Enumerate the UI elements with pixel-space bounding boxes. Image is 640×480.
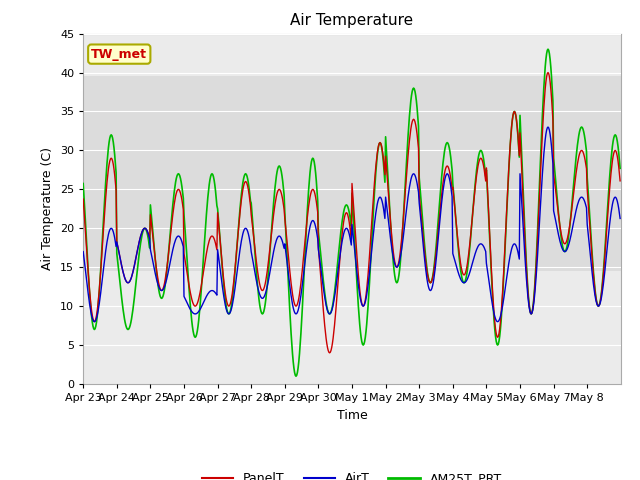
AirT <box>143 228 151 233</box>
PanelT <box>268 230 275 236</box>
AM25T_PRT <box>288 341 296 347</box>
AirT <box>408 174 415 180</box>
AirT <box>79 249 87 254</box>
Title: Air Temperature: Air Temperature <box>291 13 413 28</box>
Bar <box>83 76 621 271</box>
PanelT <box>142 226 150 232</box>
Line: AM25T_PRT: AM25T_PRT <box>83 49 620 376</box>
Text: TW_met: TW_met <box>92 48 147 60</box>
AM25T_PRT <box>408 93 415 98</box>
AM25T_PRT <box>616 166 624 171</box>
PanelT <box>241 179 249 185</box>
AM25T_PRT <box>79 180 87 186</box>
AirT <box>616 216 624 221</box>
PanelT <box>326 350 333 356</box>
Line: PanelT: PanelT <box>83 72 620 353</box>
PanelT <box>616 178 624 184</box>
AM25T_PRT <box>544 46 552 52</box>
PanelT <box>79 196 87 202</box>
AM25T_PRT <box>268 228 275 233</box>
AM25T_PRT <box>142 227 150 233</box>
AirT <box>242 226 250 231</box>
AirT <box>544 124 552 130</box>
X-axis label: Time: Time <box>337 408 367 421</box>
AirT <box>289 301 296 307</box>
PanelT <box>438 192 445 198</box>
PanelT <box>288 286 296 292</box>
PanelT <box>408 122 415 128</box>
Line: AirT: AirT <box>83 127 620 322</box>
Legend: PanelT, AirT, AM25T_PRT: PanelT, AirT, AM25T_PRT <box>197 468 507 480</box>
AirT <box>438 200 445 206</box>
PanelT <box>544 70 552 75</box>
AirT <box>91 319 99 324</box>
AM25T_PRT <box>438 175 445 180</box>
AM25T_PRT <box>241 171 249 177</box>
AM25T_PRT <box>292 373 300 379</box>
Y-axis label: Air Temperature (C): Air Temperature (C) <box>42 147 54 270</box>
AirT <box>268 256 276 262</box>
